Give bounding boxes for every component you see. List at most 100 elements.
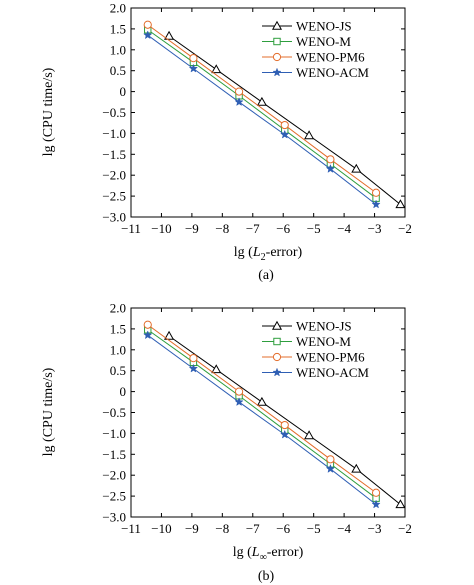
series-weno-js — [163, 330, 405, 509]
x-axis-title-prefix: lg ( — [233, 545, 252, 560]
x-tick-label: −7 — [246, 521, 260, 536]
x-axis-title: lg (L∞-error) — [233, 545, 304, 563]
x-tick-label: −8 — [215, 221, 229, 236]
data-point — [304, 430, 315, 440]
x-tick-label: −3 — [368, 221, 382, 236]
x-tick-label: −11 — [121, 221, 141, 236]
legend-label: WENO-PM6 — [296, 350, 365, 365]
x-axis-title-variable: L — [252, 245, 261, 260]
x-tick-label: −6 — [276, 221, 290, 236]
y-tick-label: −3.0 — [102, 210, 126, 225]
x-axis-title-suffix: -error) — [266, 245, 303, 260]
x-tick-label: −6 — [276, 521, 290, 536]
y-axis-title: lg (CPU time/s) — [41, 67, 56, 156]
y-tick-label: −1.0 — [102, 126, 126, 141]
data-point — [163, 30, 175, 40]
data-point — [256, 396, 267, 406]
data-point — [325, 164, 336, 173]
x-tick-label: −7 — [246, 221, 260, 236]
legend-label: WENO-PM6 — [296, 50, 365, 65]
y-tick-label: 1.0 — [110, 42, 126, 57]
series-line — [168, 35, 401, 205]
legend-marker — [272, 352, 282, 362]
series-line — [147, 334, 377, 505]
legend-marker — [272, 52, 282, 62]
chart-panel-a: −11 −10 −9 −8 −7 −6 −5 −4 −3 −2 2.0 1.5 1.0 0.5 0 −0.5 −… — [41, 1, 412, 284]
data-point — [189, 54, 198, 63]
data-point — [395, 499, 405, 509]
y-tick-label: 0.5 — [110, 363, 126, 378]
data-point — [143, 30, 153, 40]
series-line — [147, 34, 377, 205]
legend-marker — [271, 320, 283, 330]
y-tick-label: 0 — [120, 84, 127, 99]
x-tick-label: −2 — [398, 221, 412, 236]
series-weno-pm6 — [143, 20, 381, 197]
legend-label: WENO-M — [296, 34, 351, 49]
x-axis-title-subscript: ∞ — [260, 552, 267, 563]
y-tick-label: 1.0 — [110, 342, 126, 357]
series-line — [147, 329, 377, 499]
legend-label: WENO-JS — [296, 319, 352, 334]
legend-label: WENO-ACM — [296, 65, 369, 80]
x-axis-title-prefix: lg ( — [234, 245, 253, 260]
y-tick-label: −2.0 — [102, 468, 126, 483]
y-tick-label: −1.0 — [102, 426, 126, 441]
data-point — [351, 163, 362, 173]
x-tick-label: −5 — [307, 521, 321, 536]
data-point — [280, 420, 289, 430]
y-tick-label: −0.5 — [102, 405, 126, 420]
x-tick-label: −9 — [185, 221, 199, 236]
series-weno-pm6 — [143, 320, 381, 497]
series-weno-acm — [143, 30, 381, 209]
data-point — [188, 63, 199, 73]
x-tick-label: −10 — [151, 521, 171, 536]
x-tick-label: −4 — [337, 221, 351, 236]
series-line — [147, 29, 377, 199]
y-tick-label: −3.0 — [102, 510, 126, 525]
data-point — [234, 87, 244, 96]
y-tick-label: −2.5 — [102, 189, 126, 204]
data-point — [234, 387, 244, 396]
series-weno-acm — [143, 330, 381, 509]
y-axis-title: lg (CPU time/s) — [41, 367, 56, 456]
data-point — [371, 488, 381, 497]
x-tick-label: −4 — [337, 521, 351, 536]
data-point — [163, 330, 175, 340]
y-tick-label: −0.5 — [102, 105, 126, 120]
data-point — [304, 130, 315, 140]
data-point — [234, 397, 244, 407]
y-tick-label: 2.0 — [110, 1, 126, 16]
data-point — [211, 64, 222, 74]
panel-label: (b) — [258, 569, 275, 584]
legend-label: WENO-JS — [296, 19, 352, 34]
legend-marker — [272, 367, 282, 377]
y-tick-label: 0 — [120, 384, 127, 399]
legend-marker — [273, 337, 281, 346]
data-point — [325, 464, 336, 473]
legend-label: WENO-M — [296, 334, 351, 349]
x-tick-label: −3 — [368, 521, 382, 536]
y-tick-label: 2.0 — [110, 301, 126, 316]
series-weno-js — [163, 30, 405, 209]
data-point — [143, 320, 152, 329]
data-point — [189, 354, 198, 363]
y-tick-label: −2.0 — [102, 168, 126, 183]
legend-marker — [273, 37, 281, 46]
y-tick-label: −2.5 — [102, 489, 126, 504]
y-tick-label: 1.5 — [110, 321, 126, 336]
data-point — [211, 364, 222, 374]
panel-label: (a) — [258, 268, 274, 283]
data-point — [280, 120, 289, 130]
x-tick-label: −5 — [307, 221, 321, 236]
data-point — [351, 463, 362, 473]
data-point — [280, 129, 290, 139]
x-tick-label: −10 — [151, 221, 171, 236]
chart-panel-b: −11 −10 −9 −8 −7 −6 −5 −4 −3 −2 2.0 1.5 1.0 0.5 0 −0.5 −… — [41, 301, 412, 585]
data-point — [371, 499, 381, 509]
x-tick-label: −2 — [398, 521, 412, 536]
data-point — [256, 96, 267, 106]
